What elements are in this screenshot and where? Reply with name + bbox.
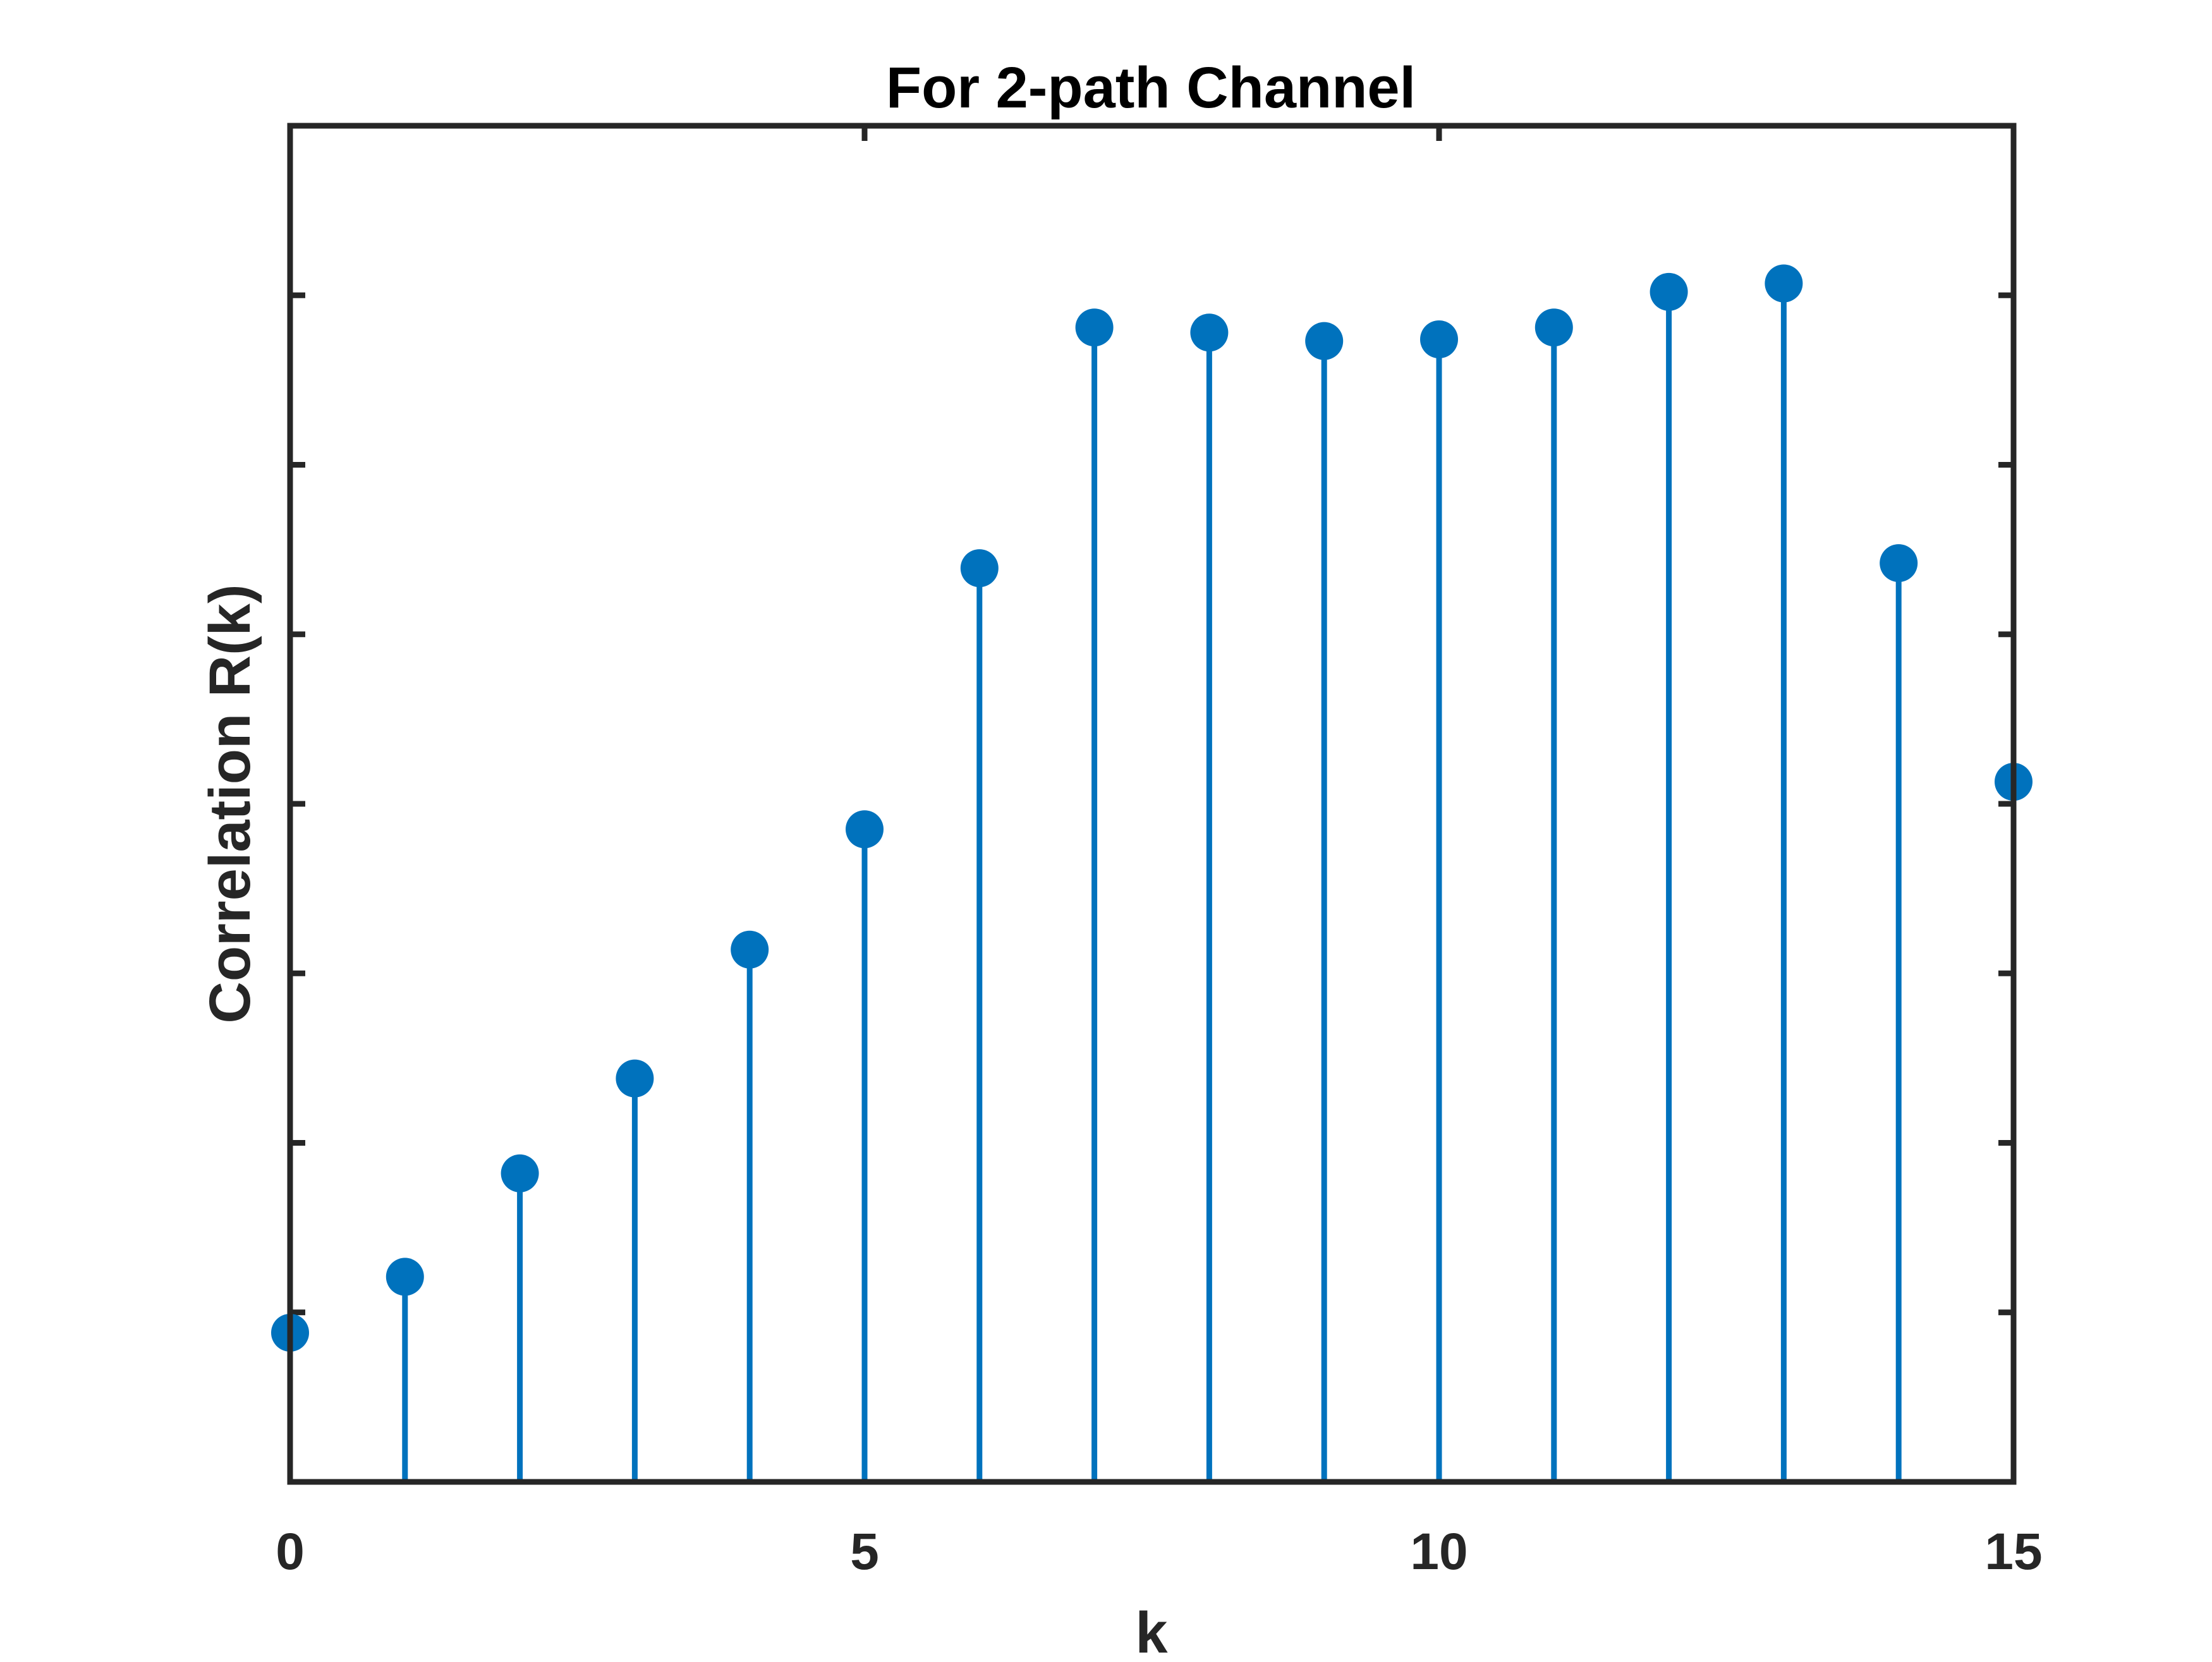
axes-box xyxy=(287,123,2017,1485)
stem-marker xyxy=(960,549,999,588)
stem-marker xyxy=(1880,544,1918,583)
x-tick-labels: 0 5 10 15 xyxy=(276,1523,2042,1580)
stem-marker xyxy=(616,1059,654,1098)
stem-marker xyxy=(1075,308,1114,347)
axis-ticks xyxy=(287,126,2017,1482)
stem-marker xyxy=(1190,313,1229,352)
stem-marker xyxy=(1420,320,1458,358)
x-tick-label: 10 xyxy=(1410,1523,1468,1580)
x-axis-label: k xyxy=(1135,1601,1168,1659)
x-tick-label: 5 xyxy=(850,1523,879,1580)
stem-marker xyxy=(1765,264,1803,303)
stem-marker xyxy=(846,810,884,849)
stem-marker xyxy=(501,1154,539,1192)
stem-marker xyxy=(1534,308,1573,347)
chart-title: For 2-path Channel xyxy=(886,56,1416,120)
stem-marker xyxy=(386,1258,424,1296)
data-stems xyxy=(287,283,2017,1482)
data-markers xyxy=(271,264,2033,1352)
stem-marker xyxy=(731,930,769,969)
x-tick-label: 0 xyxy=(276,1523,305,1580)
y-axis-label: Correlation R(k) xyxy=(198,584,262,1023)
x-tick-label: 15 xyxy=(1984,1523,2042,1580)
stem-marker xyxy=(1650,272,1688,311)
stem-marker xyxy=(1305,322,1344,360)
